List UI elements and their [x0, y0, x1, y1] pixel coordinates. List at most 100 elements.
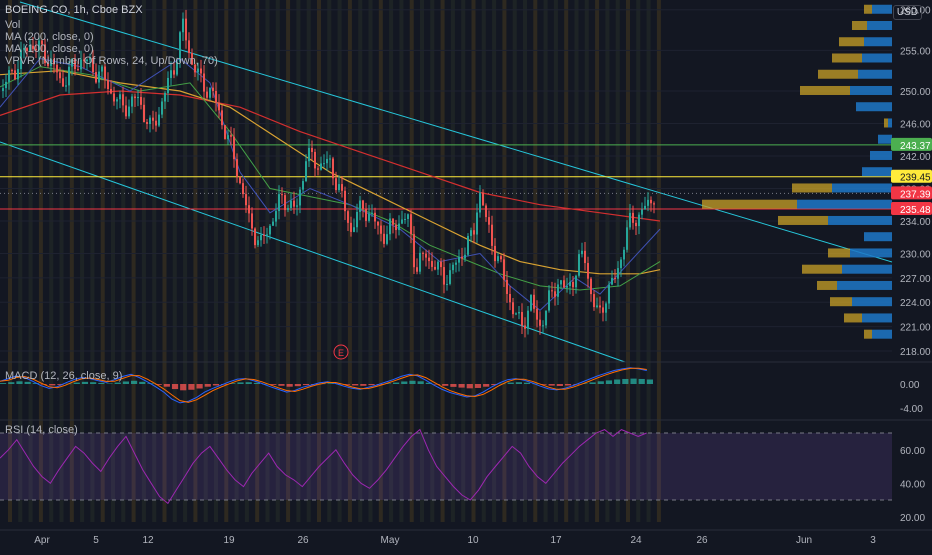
- candle-body: [383, 233, 385, 244]
- candle-body: [143, 104, 145, 123]
- vpvr-bar-down: [830, 297, 852, 307]
- candle-body: [230, 135, 232, 137]
- candle-body: [80, 59, 82, 70]
- vpvr-bar-down: [778, 215, 828, 225]
- candle-body: [206, 91, 208, 98]
- earnings-marker-label: E: [338, 348, 344, 358]
- vpvr-bar-up: [797, 199, 892, 209]
- price-tick-label: 230.00: [900, 249, 931, 260]
- candle-body: [377, 221, 379, 226]
- macd-bar: [270, 384, 277, 385]
- price-tick-label: 246.00: [900, 119, 931, 130]
- candle-body: [200, 68, 202, 74]
- candle-body: [293, 200, 295, 207]
- rsi-band: [0, 433, 892, 500]
- channel-lower-line: [0, 141, 626, 363]
- time-stripe: [234, 0, 239, 522]
- level-price-tag: 239.45: [900, 173, 931, 184]
- legend-ma200[interactable]: MA (200, close, 0): [5, 31, 94, 43]
- macd-bar: [122, 381, 129, 384]
- x-tick-label: 3: [870, 535, 876, 546]
- candle-body: [305, 161, 307, 182]
- candle-body: [539, 319, 541, 326]
- macd-bar: [409, 380, 416, 384]
- legend-vol[interactable]: Vol: [5, 19, 21, 31]
- candle-body: [263, 234, 265, 236]
- macd-bar: [49, 384, 56, 386]
- time-stripe: [49, 0, 54, 522]
- macd-bar: [507, 382, 514, 384]
- time-stripe: [152, 0, 157, 522]
- earnings-marker-icon: [333, 344, 349, 360]
- vpvr-bar-up: [862, 167, 892, 177]
- candle-body: [362, 200, 364, 209]
- macd-bar: [646, 379, 653, 384]
- candle-body: [401, 219, 403, 224]
- candle-body: [50, 58, 52, 66]
- time-stripe: [347, 0, 352, 522]
- candle-body: [302, 181, 304, 190]
- time-stripe: [214, 0, 218, 522]
- macd-bar: [589, 382, 596, 384]
- candle-body: [107, 80, 109, 90]
- time-stripe: [18, 0, 23, 522]
- candle-body: [581, 250, 583, 255]
- candle-body: [116, 99, 118, 102]
- candle-body: [137, 96, 139, 99]
- candle-body: [392, 218, 394, 225]
- candle-body: [161, 101, 163, 115]
- vpvr-bar-down: [817, 280, 837, 290]
- time-stripe: [481, 0, 486, 522]
- macd-signal-line: [0, 367, 647, 403]
- legend-ma100[interactable]: MA (100, close, 0): [5, 43, 94, 55]
- candle-body: [23, 48, 25, 50]
- macd-bar: [327, 383, 334, 384]
- macd-bar: [245, 382, 252, 384]
- vpvr-bar-down: [844, 313, 862, 323]
- macd-bar: [581, 383, 588, 384]
- legend-vpvr[interactable]: VPVR (Number Of Rows, 24, Up/Down, 70): [5, 55, 218, 67]
- candle-body: [176, 61, 178, 75]
- vpvr-bar-down: [852, 20, 867, 30]
- candle-body: [446, 283, 448, 285]
- vpvr-bar-up: [852, 297, 892, 307]
- vpvr-bar-down: [792, 183, 832, 193]
- price-tick-label: 250.00: [900, 87, 931, 98]
- candle-body: [578, 254, 580, 276]
- candle-body: [626, 227, 628, 250]
- price-tick-label: 242.00: [900, 152, 931, 163]
- candle-body: [251, 213, 253, 229]
- candle-body: [248, 205, 250, 214]
- vpvr-bar-up: [872, 329, 892, 339]
- candle-body: [233, 136, 235, 160]
- candle-body: [569, 281, 571, 286]
- x-tick-label: Jun: [796, 535, 812, 546]
- candle-body: [503, 259, 505, 280]
- currency-label[interactable]: USD: [892, 5, 922, 20]
- candle-body: [644, 205, 646, 210]
- legend-macd[interactable]: MACD (12, 26, close, 9): [5, 370, 123, 382]
- candle-body: [443, 267, 445, 285]
- legend-rsi[interactable]: RSI (14, close): [5, 424, 78, 436]
- macd-bar: [98, 382, 105, 384]
- candle-body: [74, 58, 76, 70]
- candle-body: [620, 259, 622, 269]
- vpvr-bar-up: [872, 4, 892, 14]
- rsi-tick-label: 40.00: [900, 479, 925, 490]
- candle-body: [557, 284, 559, 297]
- candle-body: [308, 147, 310, 162]
- candle-body: [53, 58, 55, 65]
- candle-body: [56, 64, 58, 73]
- candle-body: [245, 194, 247, 206]
- candle-body: [635, 222, 637, 227]
- candle-body: [536, 308, 538, 320]
- time-stripe: [574, 0, 579, 522]
- candle-body: [41, 40, 43, 45]
- candle-body: [20, 49, 22, 70]
- candle-body: [341, 184, 343, 191]
- time-stripe: [296, 0, 301, 522]
- vpvr-bar-up: [862, 53, 892, 63]
- candle-body: [8, 70, 10, 82]
